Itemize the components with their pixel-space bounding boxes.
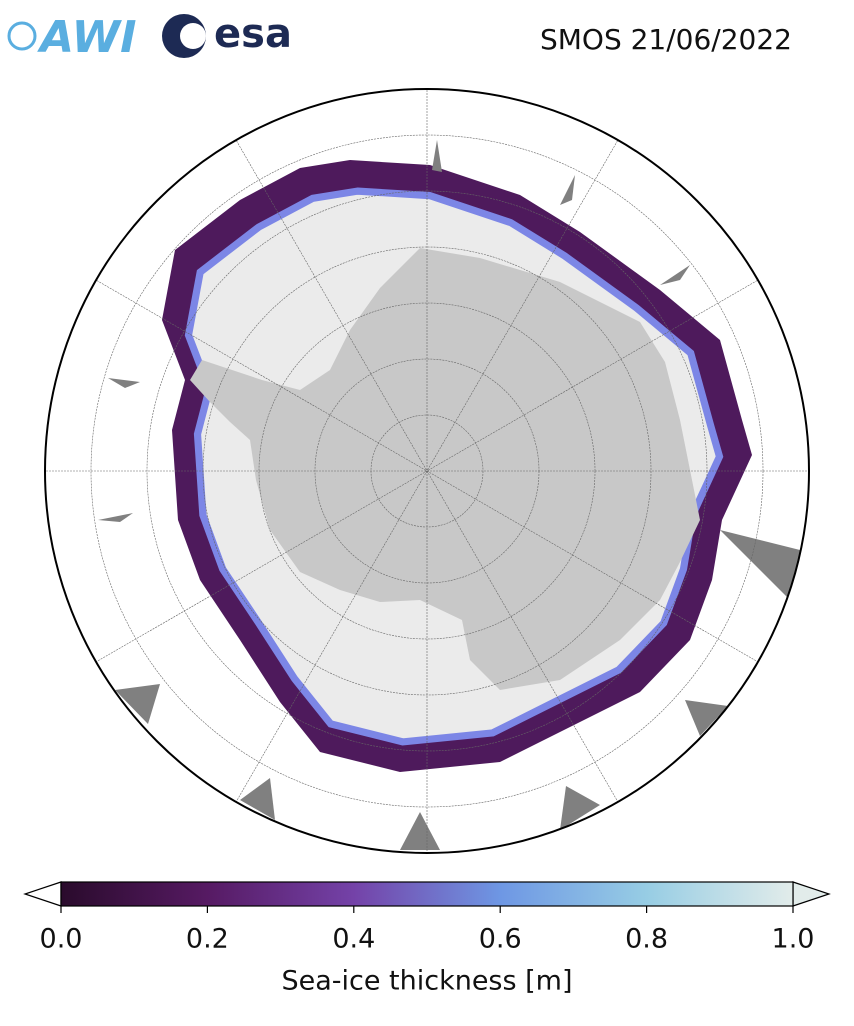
antarctica (190, 248, 700, 690)
colorbar-extend-low (23, 881, 62, 907)
graticule (45, 89, 809, 853)
colorbar-label: Sea-ice thickness [m] (281, 966, 572, 997)
colorbar-tick-label: 1.0 (772, 924, 815, 955)
colorbar-tick-label: 0.4 (332, 924, 375, 955)
colorbar-tick-label: 0.6 (479, 924, 522, 955)
colorbar-tick-label: 0.0 (40, 924, 83, 955)
colorbar-tick-label: 0.2 (186, 924, 229, 955)
colorbar: 0.0 0.2 0.4 0.6 0.8 1.0 (23, 881, 831, 955)
map-title: SMOS 21/06/2022 (540, 23, 792, 56)
logo-awi: AWI (7, 12, 137, 63)
map-frame (44, 88, 810, 854)
map (45, 89, 809, 853)
logo-awi-text: AWI (37, 12, 137, 63)
logo-esa: esa (162, 11, 292, 58)
colorbar-tick-label: 0.8 (625, 924, 668, 955)
land-patches (98, 140, 800, 850)
colorbar-extend-high (792, 881, 831, 907)
colorbar-ramp (60, 881, 794, 907)
logo-esa-text: esa (214, 11, 292, 57)
